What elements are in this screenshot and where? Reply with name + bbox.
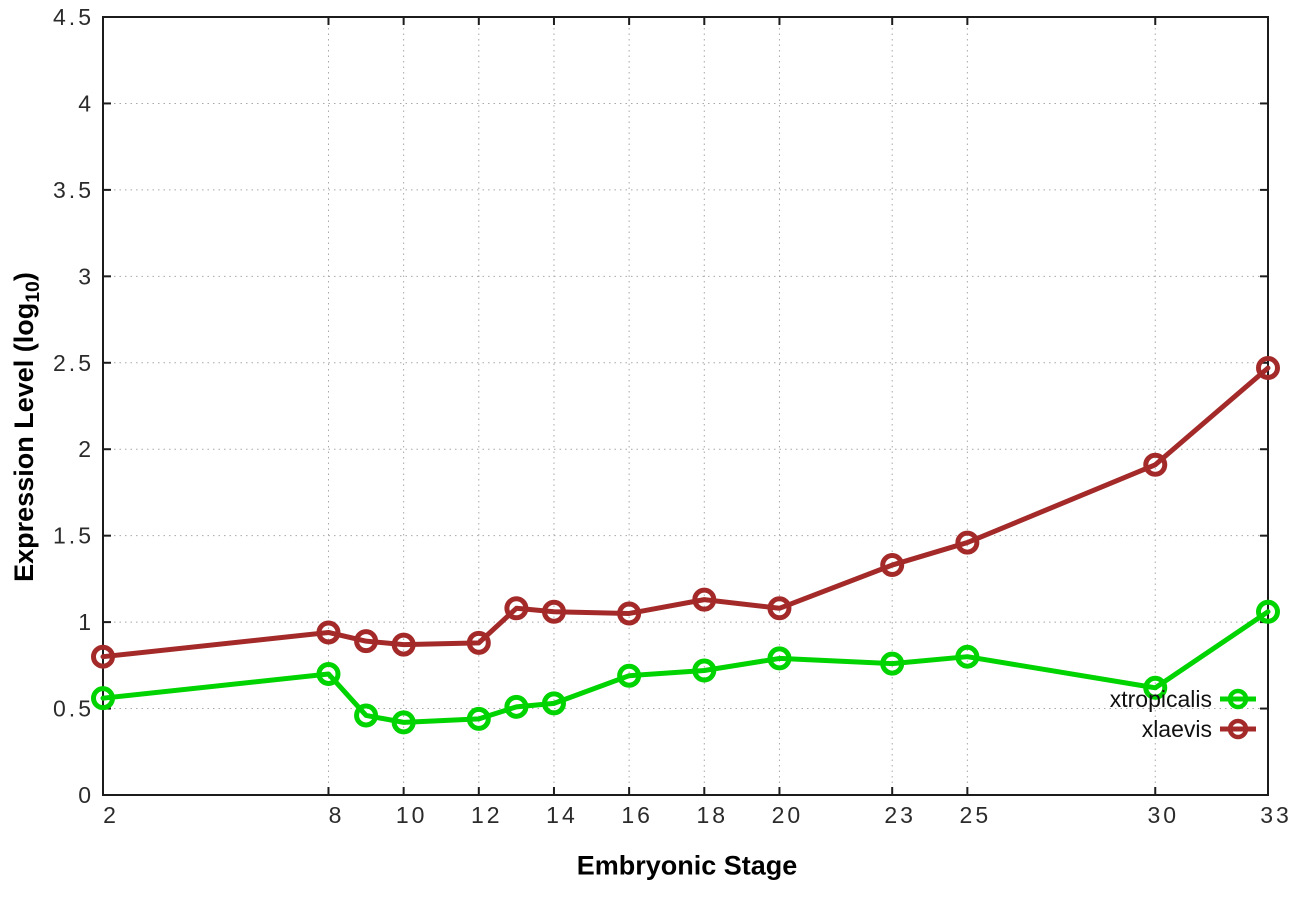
plot-border: [102, 16, 1269, 796]
x-tick-label: 10: [396, 802, 428, 828]
data-point-xtropicalis: [541, 691, 566, 716]
y-tick-label: 1.5: [53, 523, 94, 549]
legend-entry-xtropicalis: xtropicalis: [1110, 684, 1258, 714]
data-point-xlaevis: [541, 599, 566, 624]
data-point-xlaevis: [1143, 452, 1168, 477]
data-point-xtropicalis: [880, 651, 905, 676]
x-tick-label: 20: [772, 802, 804, 828]
y-tick-label: 0: [78, 782, 94, 808]
data-point-xtropicalis: [767, 646, 792, 671]
data-point-xlaevis: [880, 553, 905, 578]
data-point-xlaevis: [617, 601, 642, 626]
y-axis-title-subscript: 10: [22, 281, 45, 303]
y-tick-label: 2.5: [53, 350, 94, 376]
legend-entry-xlaevis: xlaevis: [1110, 714, 1258, 744]
x-tick-label: 12: [471, 802, 503, 828]
data-point-xtropicalis: [1256, 599, 1280, 624]
legend-sample-line-icon: [1220, 718, 1256, 740]
data-point-xlaevis: [91, 644, 115, 669]
y-axis-title-text: Expression Level (log: [8, 302, 39, 582]
data-point-xtropicalis: [316, 661, 341, 686]
y-tick-label: 3.5: [53, 177, 94, 203]
y-tick-label: 0.5: [53, 696, 94, 722]
y-axis-title-close: ): [8, 272, 39, 282]
data-point-xtropicalis: [354, 703, 379, 728]
x-tick-label: 30: [1147, 802, 1179, 828]
x-tick-labels: 2 8 10 12 14 16 18 20 23 25 30 33: [103, 802, 1292, 828]
data-point-xtropicalis: [504, 694, 529, 719]
x-tick-label: 8: [329, 802, 345, 828]
y-axis-title: Expression Level (log10): [9, 272, 45, 582]
legend-sample-line-icon: [1220, 688, 1256, 710]
series-xtropicalis: [91, 599, 1280, 735]
x-tick-label: 16: [621, 802, 653, 828]
x-tick-label: 25: [960, 802, 992, 828]
data-point-xtropicalis: [91, 686, 115, 711]
x-tick-label: 18: [696, 802, 728, 828]
data-point-xlaevis: [767, 596, 792, 621]
series-xlaevis: [91, 355, 1280, 669]
data-point-xtropicalis: [391, 710, 416, 735]
data-point-xlaevis: [504, 596, 529, 621]
data-point-xlaevis: [316, 620, 341, 645]
y-tick-label: 4.5: [53, 4, 94, 30]
legend: xtropicalis xlaevis: [1110, 684, 1258, 744]
data-point-xlaevis: [391, 632, 416, 657]
x-tick-label: 2: [103, 802, 119, 828]
data-point-xtropicalis: [617, 663, 642, 688]
data-point-xtropicalis: [1143, 675, 1168, 700]
x-tick-label: 14: [546, 802, 578, 828]
y-tick-label: 4: [78, 90, 94, 116]
x-tick-label: 23: [884, 802, 916, 828]
y-tick-labels: 0 0.5 1 1.5 2 2.5 3 3.5 4 4.5: [53, 4, 94, 808]
data-point-xtropicalis: [466, 706, 491, 731]
x-tick-label: 33: [1260, 802, 1292, 828]
x-axis-title-text: Embryonic Stage: [576, 850, 798, 881]
y-tick-label: 1: [78, 609, 94, 635]
data-point-xlaevis: [692, 587, 717, 612]
data-point-xlaevis: [955, 530, 980, 555]
data-point-xlaevis: [354, 629, 379, 654]
legend-label-xlaevis: xlaevis: [1141, 715, 1212, 742]
data-point-xtropicalis: [692, 658, 717, 683]
y-tick-label: 2: [78, 436, 94, 462]
y-tick-label: 3: [78, 263, 94, 289]
data-point-xtropicalis: [955, 644, 980, 669]
legend-label-xtropicalis: xtropicalis: [1109, 685, 1212, 712]
data-point-xlaevis: [1256, 355, 1280, 380]
x-axis-title: Embryonic Stage: [577, 851, 798, 882]
data-point-xlaevis: [466, 630, 491, 655]
